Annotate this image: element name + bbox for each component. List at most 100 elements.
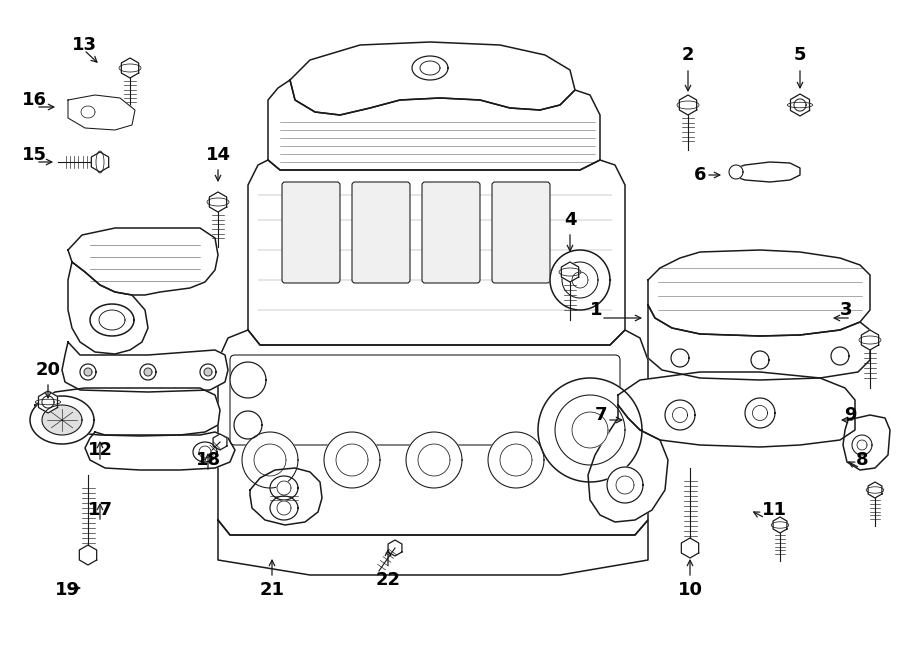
Polygon shape	[68, 228, 218, 295]
Polygon shape	[68, 262, 148, 354]
Polygon shape	[193, 442, 217, 462]
Text: 6: 6	[694, 166, 706, 184]
Text: 15: 15	[22, 146, 47, 164]
Polygon shape	[99, 310, 125, 330]
Polygon shape	[30, 396, 94, 444]
Polygon shape	[199, 446, 211, 458]
Polygon shape	[35, 388, 220, 436]
Polygon shape	[831, 347, 849, 365]
Text: 5: 5	[794, 46, 806, 64]
Polygon shape	[648, 250, 870, 336]
Polygon shape	[81, 106, 95, 118]
Text: 14: 14	[205, 146, 230, 164]
Polygon shape	[79, 545, 96, 565]
Polygon shape	[550, 250, 610, 310]
Polygon shape	[572, 412, 608, 448]
Text: 10: 10	[678, 581, 703, 599]
Polygon shape	[861, 330, 878, 350]
FancyBboxPatch shape	[282, 182, 340, 283]
Polygon shape	[388, 540, 402, 556]
Polygon shape	[218, 330, 648, 535]
Text: 20: 20	[35, 361, 60, 379]
Polygon shape	[290, 42, 575, 115]
Text: 17: 17	[87, 501, 112, 519]
Polygon shape	[270, 476, 298, 500]
Polygon shape	[538, 378, 642, 482]
Polygon shape	[210, 192, 227, 212]
Text: 19: 19	[55, 581, 80, 599]
Polygon shape	[852, 435, 872, 455]
Polygon shape	[242, 432, 298, 488]
Polygon shape	[857, 440, 867, 450]
FancyBboxPatch shape	[422, 182, 480, 283]
Polygon shape	[412, 56, 448, 80]
Text: 1: 1	[590, 301, 602, 319]
Text: 11: 11	[762, 501, 787, 519]
Polygon shape	[39, 391, 58, 413]
Polygon shape	[868, 482, 882, 498]
Text: 22: 22	[375, 571, 401, 589]
Polygon shape	[84, 368, 92, 376]
Text: 8: 8	[856, 451, 868, 469]
Polygon shape	[751, 351, 769, 369]
Polygon shape	[250, 468, 322, 525]
Text: 2: 2	[682, 46, 694, 64]
Polygon shape	[745, 398, 775, 428]
Polygon shape	[843, 415, 890, 470]
Polygon shape	[681, 538, 698, 558]
Polygon shape	[555, 395, 625, 465]
Polygon shape	[618, 372, 855, 447]
Text: 4: 4	[563, 211, 576, 229]
Polygon shape	[80, 364, 96, 380]
Polygon shape	[62, 342, 228, 392]
Polygon shape	[277, 481, 291, 495]
Polygon shape	[268, 80, 600, 170]
Polygon shape	[140, 364, 156, 380]
Polygon shape	[277, 501, 291, 515]
Polygon shape	[42, 405, 82, 435]
Polygon shape	[230, 362, 266, 398]
FancyBboxPatch shape	[352, 182, 410, 283]
Polygon shape	[234, 411, 262, 439]
Polygon shape	[91, 152, 109, 172]
Text: 9: 9	[844, 406, 857, 424]
FancyBboxPatch shape	[492, 182, 550, 283]
Polygon shape	[562, 262, 579, 282]
Polygon shape	[616, 476, 634, 494]
Polygon shape	[213, 434, 227, 450]
Polygon shape	[90, 304, 134, 336]
Polygon shape	[607, 467, 643, 503]
Polygon shape	[488, 432, 544, 488]
Text: 16: 16	[22, 91, 47, 109]
Polygon shape	[572, 272, 588, 288]
Polygon shape	[122, 58, 139, 78]
FancyBboxPatch shape	[230, 355, 620, 445]
Polygon shape	[68, 95, 135, 130]
Polygon shape	[648, 305, 870, 380]
Text: 12: 12	[87, 441, 112, 459]
Polygon shape	[671, 349, 689, 367]
Text: 7: 7	[595, 406, 608, 424]
Polygon shape	[729, 165, 743, 179]
Polygon shape	[562, 262, 598, 298]
Polygon shape	[324, 432, 380, 488]
Polygon shape	[773, 517, 787, 533]
Polygon shape	[680, 95, 697, 115]
Polygon shape	[420, 61, 440, 75]
Polygon shape	[406, 432, 462, 488]
Text: 21: 21	[259, 581, 284, 599]
Polygon shape	[790, 94, 809, 116]
Polygon shape	[730, 162, 800, 182]
Polygon shape	[144, 368, 152, 376]
Polygon shape	[85, 432, 235, 470]
Text: 3: 3	[840, 301, 852, 319]
Polygon shape	[270, 496, 298, 520]
Polygon shape	[204, 368, 212, 376]
Polygon shape	[588, 405, 668, 522]
Polygon shape	[665, 400, 695, 430]
Polygon shape	[200, 364, 216, 380]
Text: 18: 18	[195, 451, 220, 469]
Polygon shape	[218, 520, 648, 575]
Text: 13: 13	[72, 36, 97, 54]
Polygon shape	[752, 406, 768, 420]
